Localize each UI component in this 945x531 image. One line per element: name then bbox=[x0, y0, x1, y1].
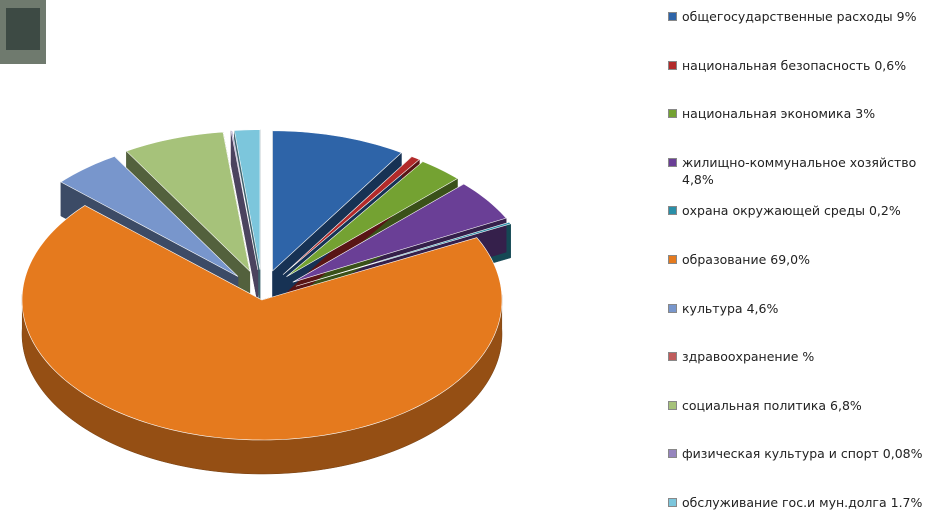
legend-swatch bbox=[668, 449, 677, 459]
legend-swatch bbox=[668, 206, 677, 216]
chart bbox=[0, 0, 512, 475]
legend-label: общегосударственные расходы bbox=[682, 9, 893, 24]
legend-entry: общегосударственные расходы 9% bbox=[668, 8, 944, 25]
legend-value: 3% bbox=[855, 106, 876, 122]
legend-swatch bbox=[668, 498, 677, 507]
legend-value: 6,8% bbox=[830, 397, 862, 413]
legend-swatch bbox=[668, 12, 677, 21]
legend-label: обслуживание гос.и мун.долга bbox=[682, 495, 887, 510]
thumbnail-detail bbox=[6, 8, 40, 50]
legend-value: 0,6% bbox=[874, 57, 907, 73]
pie-slice bbox=[272, 130, 403, 272]
pie-slice bbox=[21, 205, 503, 441]
legend-swatch bbox=[668, 60, 677, 70]
legend-label: национальная экономика bbox=[682, 106, 852, 122]
pie-slice bbox=[230, 130, 259, 270]
pie-slice bbox=[233, 129, 261, 270]
legend-label: социальная политика bbox=[682, 397, 827, 413]
legend-label: образование bbox=[682, 252, 767, 267]
legend-value: 0,2% bbox=[868, 203, 901, 219]
legend-value: 4,8% bbox=[682, 171, 714, 187]
legend-entry: культура 4,6% bbox=[668, 300, 944, 317]
pie-slice bbox=[60, 156, 239, 277]
legend-entry: жилищно-коммунальное хозяйство 4,8% bbox=[668, 154, 944, 188]
legend-swatch bbox=[668, 303, 677, 313]
legend-swatch bbox=[668, 109, 677, 119]
legend-swatch bbox=[668, 157, 677, 167]
legend-value: 0,08% bbox=[882, 446, 923, 462]
legend-label: национальная безопасность bbox=[682, 57, 871, 73]
legend-entry: образование 69,0% bbox=[668, 251, 944, 268]
legend-entry: физическая культура и спорт 0,08% bbox=[668, 445, 944, 462]
legend-label: физическая культура и спорт bbox=[682, 446, 879, 462]
pie-slice bbox=[282, 156, 420, 275]
legend-value: 1.7% bbox=[890, 495, 923, 510]
legend-value: 4,6% bbox=[746, 300, 779, 316]
legend-label: жилищно-коммунальное хозяйство bbox=[682, 154, 917, 170]
legend-value: 69,0% bbox=[770, 252, 810, 267]
legend-swatch bbox=[668, 352, 677, 362]
legend-swatch bbox=[668, 255, 677, 264]
legend-entry: обслуживание гос.и мун.долга 1.7% bbox=[668, 494, 944, 511]
pie-slice bbox=[292, 183, 507, 283]
pie-slice bbox=[125, 131, 251, 273]
legend-entry: национальная экономика 3% bbox=[668, 105, 944, 122]
legend-entry: здравоохранение % bbox=[668, 348, 944, 365]
legend-entry: охрана окружающей среды 0,2% bbox=[668, 202, 944, 219]
legend-value: 9% bbox=[896, 9, 917, 24]
legend-label: культура bbox=[682, 300, 747, 316]
pie-slice bbox=[286, 161, 459, 277]
legend-entry: социальная политика 6,8% bbox=[668, 397, 944, 414]
legend-label: здравоохранение bbox=[682, 349, 799, 365]
legend-value: % bbox=[802, 349, 815, 365]
legend-swatch bbox=[668, 400, 677, 410]
pie-slice bbox=[295, 221, 512, 287]
legend-label: охрана окружающей среды bbox=[682, 203, 865, 219]
legend-entry: национальная безопасность 0,6% bbox=[668, 57, 944, 74]
